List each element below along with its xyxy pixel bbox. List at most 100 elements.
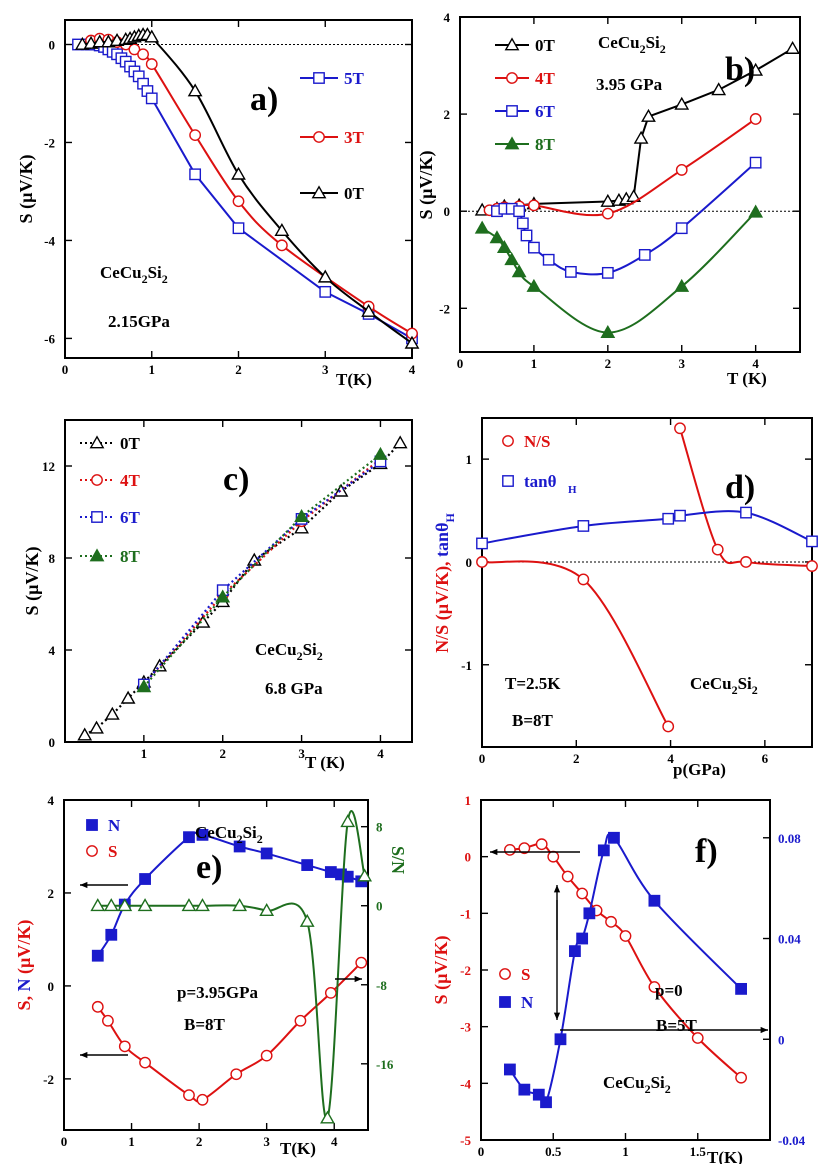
data-point [144, 29, 160, 43]
data-point [528, 199, 540, 212]
legend-entry: 0T [495, 36, 556, 55]
legend-marker [313, 131, 325, 143]
x-tick-label: 1 [531, 356, 538, 371]
x-tick-label: 1 [622, 1144, 629, 1159]
data-point [187, 83, 203, 97]
compound-label: CeCu2Si2 [195, 823, 263, 846]
data-point [404, 335, 420, 349]
data-point [231, 166, 246, 180]
compound-part: Si [243, 823, 257, 842]
legend-marker [91, 474, 103, 486]
x-tick-label: 3 [263, 1134, 270, 1149]
data-point [145, 58, 158, 70]
data-point [89, 720, 104, 734]
legend-marker [504, 136, 520, 150]
data-point [476, 556, 488, 568]
legend-marker [89, 548, 105, 562]
note-label: 2.15GPa [108, 312, 170, 331]
y-tick-label: 2 [48, 886, 55, 901]
compound-label: CeCu2Si2 [100, 263, 168, 286]
compound-part: Si [646, 33, 660, 52]
data-point [333, 483, 349, 497]
panel-letter: a) [250, 81, 278, 118]
data-point [638, 248, 651, 261]
plot-frame [481, 417, 813, 748]
note-label: p=3.95GPa [177, 983, 258, 1002]
data-point [183, 1089, 195, 1102]
legend-label: 3T [344, 128, 365, 147]
panel-letter: c) [223, 461, 249, 498]
data-point [104, 706, 120, 720]
data-point [518, 842, 531, 855]
x-tick-label: 4 [377, 746, 384, 761]
y-tick-label: 0 [444, 204, 451, 219]
legend-marker [313, 72, 325, 84]
data-point [181, 898, 197, 912]
data-point [137, 48, 149, 61]
legend-marker [504, 37, 520, 51]
data-point [554, 1033, 567, 1046]
y-tick-label: 1 [465, 793, 472, 808]
data-point [392, 435, 408, 449]
legend-label: 0T [344, 184, 365, 203]
compound-sub: 2 [257, 832, 263, 846]
y-tick-label: -6 [44, 331, 55, 346]
plot-frame [63, 799, 369, 1131]
data-point [600, 324, 616, 338]
data-point [711, 543, 724, 556]
legend-marker [499, 996, 511, 1008]
series-line [496, 161, 757, 276]
data-point [189, 168, 202, 181]
legend-label: 6T [120, 508, 141, 527]
data-point [233, 840, 246, 853]
y2-tick-label: 8 [376, 820, 383, 835]
y-tick-label: 0 [465, 850, 472, 865]
legend-marker [499, 968, 511, 980]
legend-marker [311, 185, 327, 199]
y-label-sub: H [443, 513, 457, 523]
data-point [516, 217, 529, 230]
data-point [674, 422, 686, 435]
y2-tick-label: 0.04 [778, 932, 801, 947]
series-line [509, 833, 742, 1107]
legend-entry: 3T [300, 128, 365, 147]
y-label-n: N [14, 974, 34, 992]
note-label: B=8T [184, 1015, 226, 1034]
legend-label: 0T [120, 434, 141, 453]
legend-entry: 8T [495, 135, 556, 154]
series-8t [474, 204, 764, 338]
data-point [474, 220, 490, 234]
legend-label: 6T [535, 102, 556, 121]
legend-label: 4T [120, 471, 141, 490]
panel-a: 0 1 2 3 40-2-4-6T(K)S (µV/K)a)5T3T0TCeCu2Si2… [16, 19, 420, 389]
data-point [260, 1049, 273, 1062]
data-point [230, 1068, 243, 1081]
data-point [340, 814, 356, 828]
data-point [569, 945, 581, 958]
data-point [355, 956, 368, 969]
compound-part: CeCu [100, 263, 142, 282]
y-label-units: (µV/K) [14, 920, 35, 974]
compound-label: CeCu2Si2 [598, 33, 666, 56]
data-point [77, 727, 93, 741]
data-point [301, 859, 314, 871]
data-point [120, 690, 136, 704]
data-point [648, 981, 661, 993]
compound-sub: 2 [752, 683, 758, 697]
data-point [674, 96, 690, 110]
compound-label: CeCu2Si2 [255, 640, 323, 663]
data-point [319, 285, 332, 298]
data-point [324, 866, 337, 878]
y-tick-label: -5 [460, 1133, 471, 1148]
legend-label: 8T [120, 547, 141, 566]
y-axis-label: S (µV/K) [416, 151, 437, 220]
x-tick-label: 0.5 [545, 1144, 562, 1159]
data-point [528, 241, 540, 254]
note-label: 6.8 GPa [265, 679, 323, 698]
y2-tick-label: 0 [778, 1032, 785, 1047]
legend-label: 4T [535, 69, 556, 88]
note-label: B=8T [512, 711, 554, 730]
series-ns [476, 422, 818, 733]
